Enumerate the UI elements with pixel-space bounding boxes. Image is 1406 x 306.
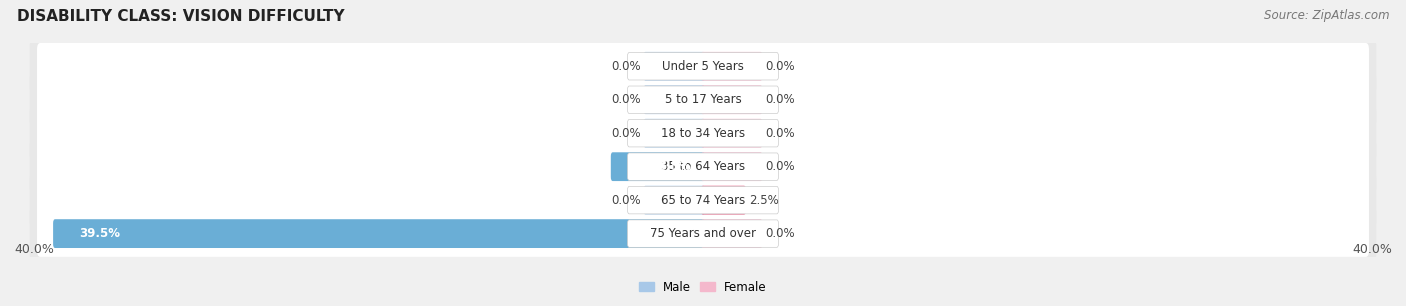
Text: 5 to 17 Years: 5 to 17 Years	[665, 93, 741, 106]
FancyBboxPatch shape	[702, 119, 762, 147]
Text: 0.0%: 0.0%	[765, 160, 794, 173]
FancyBboxPatch shape	[37, 110, 1369, 156]
Text: 40.0%: 40.0%	[1353, 243, 1392, 256]
FancyBboxPatch shape	[702, 219, 762, 248]
Text: 0.0%: 0.0%	[612, 93, 641, 106]
Text: Source: ZipAtlas.com: Source: ZipAtlas.com	[1264, 9, 1389, 22]
Text: 75 Years and over: 75 Years and over	[650, 227, 756, 240]
FancyBboxPatch shape	[644, 186, 704, 215]
Text: 0.0%: 0.0%	[612, 127, 641, 140]
Text: 65 to 74 Years: 65 to 74 Years	[661, 194, 745, 207]
FancyBboxPatch shape	[627, 53, 779, 80]
FancyBboxPatch shape	[627, 153, 779, 181]
FancyBboxPatch shape	[702, 152, 762, 181]
FancyBboxPatch shape	[37, 210, 1369, 257]
FancyBboxPatch shape	[30, 139, 1376, 195]
Text: 5.5%: 5.5%	[658, 160, 690, 173]
FancyBboxPatch shape	[702, 52, 762, 81]
Legend: Male, Female: Male, Female	[634, 276, 772, 298]
Text: 0.0%: 0.0%	[612, 60, 641, 73]
Text: 35 to 64 Years: 35 to 64 Years	[661, 160, 745, 173]
FancyBboxPatch shape	[627, 220, 779, 247]
FancyBboxPatch shape	[702, 85, 762, 114]
FancyBboxPatch shape	[702, 186, 747, 215]
FancyBboxPatch shape	[30, 72, 1376, 128]
FancyBboxPatch shape	[37, 76, 1369, 123]
FancyBboxPatch shape	[30, 206, 1376, 262]
Text: 2.5%: 2.5%	[749, 194, 779, 207]
FancyBboxPatch shape	[30, 105, 1376, 161]
Text: 0.0%: 0.0%	[765, 60, 794, 73]
FancyBboxPatch shape	[627, 186, 779, 214]
FancyBboxPatch shape	[53, 219, 704, 248]
FancyBboxPatch shape	[30, 172, 1376, 228]
FancyBboxPatch shape	[627, 119, 779, 147]
Text: Under 5 Years: Under 5 Years	[662, 60, 744, 73]
FancyBboxPatch shape	[644, 85, 704, 114]
FancyBboxPatch shape	[30, 38, 1376, 94]
Text: 18 to 34 Years: 18 to 34 Years	[661, 127, 745, 140]
Text: 0.0%: 0.0%	[765, 127, 794, 140]
FancyBboxPatch shape	[37, 43, 1369, 90]
FancyBboxPatch shape	[644, 52, 704, 81]
Text: 0.0%: 0.0%	[612, 194, 641, 207]
FancyBboxPatch shape	[627, 86, 779, 114]
FancyBboxPatch shape	[37, 144, 1369, 190]
Text: 0.0%: 0.0%	[765, 93, 794, 106]
Text: 0.0%: 0.0%	[765, 227, 794, 240]
Text: 39.5%: 39.5%	[80, 227, 121, 240]
Text: DISABILITY CLASS: VISION DIFFICULTY: DISABILITY CLASS: VISION DIFFICULTY	[17, 9, 344, 24]
Text: 40.0%: 40.0%	[14, 243, 53, 256]
FancyBboxPatch shape	[37, 177, 1369, 223]
FancyBboxPatch shape	[644, 119, 704, 147]
FancyBboxPatch shape	[610, 152, 704, 181]
